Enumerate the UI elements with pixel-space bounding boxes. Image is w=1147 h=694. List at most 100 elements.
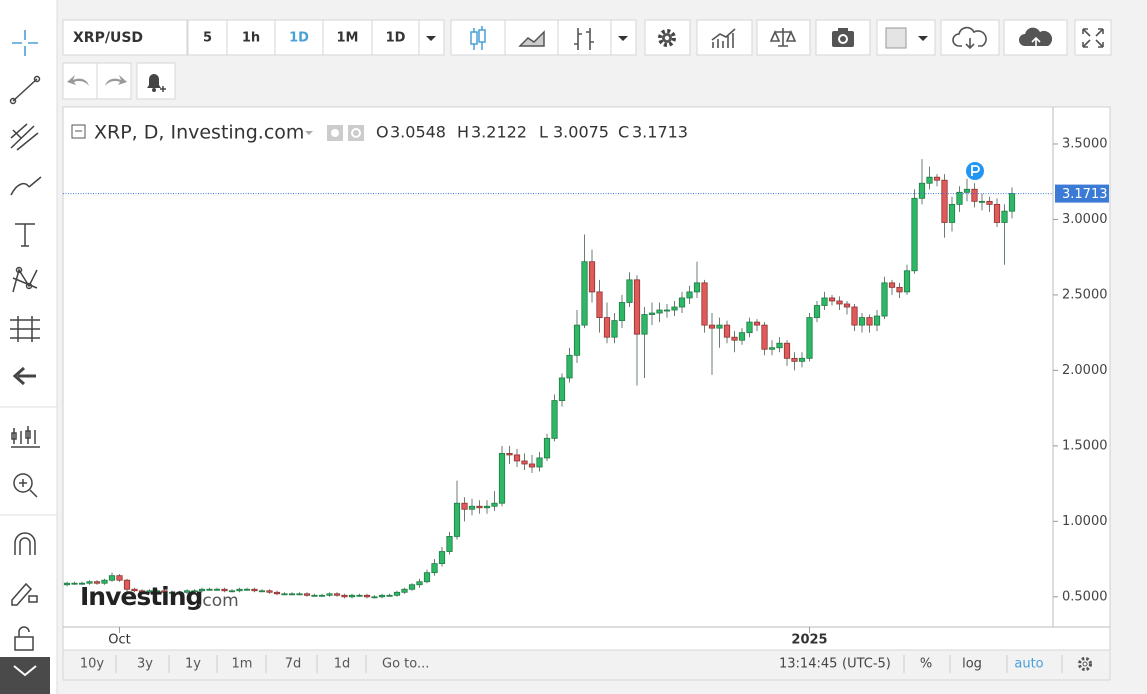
candle-body — [806, 317, 813, 359]
crosshair-tool[interactable] — [12, 30, 38, 56]
candle-body — [581, 261, 588, 326]
candle-body — [78, 582, 86, 585]
candle-body — [933, 176, 941, 181]
position-marker-glyph — [971, 165, 980, 176]
candle-body — [468, 505, 476, 510]
fullscreen-button[interactable] — [1074, 19, 1112, 56]
zoom-tool[interactable] — [13, 473, 38, 498]
candle-body — [851, 306, 858, 326]
candle-body — [858, 317, 866, 326]
candle-body — [626, 279, 633, 303]
goto-button[interactable]: Go to... — [382, 657, 429, 672]
interval-button[interactable] — [187, 19, 228, 56]
candle-body — [506, 453, 513, 456]
candle-body — [341, 594, 348, 598]
candle-body — [926, 176, 933, 184]
candle-body — [423, 572, 431, 583]
range-button[interactable]: 7d — [285, 657, 302, 672]
candle-body — [416, 581, 423, 586]
bars-button[interactable] — [557, 19, 612, 56]
candle-body — [401, 588, 408, 593]
position-marker[interactable] — [966, 162, 984, 180]
measure-tool[interactable] — [10, 316, 40, 342]
range-button[interactable]: 3y — [137, 657, 153, 672]
clock-timezone: (UTC-5) — [842, 657, 891, 672]
candle-body — [993, 203, 1001, 223]
area-button[interactable] — [504, 19, 559, 56]
text-tool[interactable] — [15, 223, 35, 247]
candle-body — [213, 588, 221, 591]
candle-body — [371, 596, 378, 599]
candle-body — [671, 306, 678, 311]
ohlc-key: L — [539, 123, 548, 142]
y-tick-label: 3.5000 — [1062, 136, 1108, 151]
candle-body — [941, 179, 948, 223]
y-tick-label: 2.0000 — [1062, 363, 1108, 378]
candle-body — [318, 594, 326, 597]
candle-body — [266, 590, 273, 593]
candle-body — [63, 582, 71, 586]
candle-body — [168, 591, 176, 594]
legend-header: XRP, D, Investing.com O 3.0548 H 3.2122 L 3.0… — [71, 122, 688, 144]
candle-body — [828, 297, 836, 302]
candle-body — [498, 453, 506, 504]
candle-body — [881, 282, 888, 317]
candle-body — [101, 579, 108, 584]
candle-body — [296, 593, 303, 596]
candle-body — [176, 591, 183, 594]
series-settings[interactable] — [348, 125, 364, 141]
interval-button[interactable] — [274, 19, 324, 56]
candle-body — [431, 563, 438, 574]
candle-body — [228, 590, 236, 593]
indicator-tool[interactable] — [11, 426, 40, 448]
candle-body — [866, 317, 873, 326]
range-button[interactable]: 1y — [185, 657, 201, 672]
pattern-tool[interactable] — [12, 266, 38, 293]
candle-body — [708, 324, 716, 329]
candle-body — [573, 324, 581, 356]
fib-tool[interactable] — [10, 123, 39, 151]
candle-body — [393, 591, 401, 596]
interval-button[interactable] — [371, 19, 420, 56]
candle-body — [311, 594, 318, 597]
range-button[interactable]: 10y — [80, 657, 105, 672]
symbol-box[interactable] — [62, 19, 188, 56]
dropdown-arrow — [426, 36, 436, 41]
lock-tool[interactable] — [14, 626, 34, 651]
range-button[interactable]: 1d — [334, 657, 351, 672]
candle-body — [656, 309, 663, 314]
ohlc-key: C — [618, 123, 629, 142]
candles-button[interactable] — [450, 19, 506, 56]
watermark: Investing .com — [80, 582, 239, 611]
candle-body — [461, 502, 468, 510]
candle-body — [438, 551, 446, 565]
interval-label: 1h — [242, 31, 260, 46]
interval-label: 5 — [203, 31, 212, 46]
scale-option[interactable]: % — [920, 657, 932, 672]
collapse-button[interactable] — [0, 657, 50, 694]
candle-body — [108, 575, 116, 581]
ohlc-key: H — [457, 123, 469, 142]
candle-body — [918, 182, 926, 199]
scale-option[interactable]: auto — [1014, 657, 1043, 672]
line-tool[interactable] — [9, 75, 41, 105]
load-button[interactable] — [940, 19, 1000, 56]
candle-body — [206, 588, 213, 591]
candle-body — [476, 505, 483, 509]
lock-draw-tool[interactable] — [11, 582, 38, 606]
candle-body — [911, 197, 918, 272]
ohlc-value: 3.0548 — [390, 123, 446, 142]
candle-body — [836, 300, 843, 305]
bottom-settings[interactable] — [1078, 657, 1092, 671]
scale-option[interactable]: log — [962, 657, 982, 672]
symbol: XRP/USD — [73, 30, 143, 46]
candle-body — [753, 321, 761, 326]
brush-tool[interactable] — [10, 176, 42, 196]
candle-body — [483, 505, 491, 509]
interval-button[interactable] — [226, 19, 276, 56]
range-button[interactable]: 1m — [232, 657, 253, 672]
magnet-tool[interactable] — [14, 532, 36, 555]
back-arrow[interactable] — [12, 366, 36, 386]
indicators-button[interactable] — [696, 19, 753, 56]
